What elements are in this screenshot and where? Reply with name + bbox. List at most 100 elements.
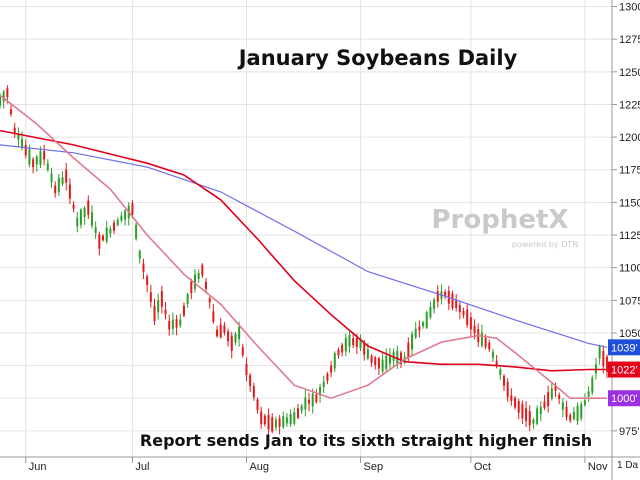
candle-body (57, 178, 60, 192)
candle-body (396, 350, 399, 364)
price-tag-box (608, 390, 640, 407)
candle-body (171, 319, 174, 329)
candle-body (208, 298, 211, 303)
candle-body (330, 365, 333, 373)
candle-body (418, 326, 421, 331)
candle-body (576, 405, 579, 421)
y-tick-label: 1225' (619, 99, 640, 111)
candle-body (10, 109, 13, 115)
candle-body (245, 363, 248, 376)
candle-body (510, 395, 513, 402)
candle-body (157, 300, 160, 313)
candle-body (72, 204, 75, 209)
moving-average-line-1 (0, 129, 607, 372)
candle-body (565, 406, 568, 417)
candle-body (263, 415, 266, 425)
candle-body (113, 222, 116, 231)
y-tick-label: 1200' (619, 132, 640, 144)
candle-body (39, 150, 42, 166)
x-tick-label: Jul (135, 461, 149, 473)
candle-body (444, 291, 447, 296)
candle-body (308, 399, 311, 404)
candle-body (87, 200, 90, 215)
candle-body (506, 381, 509, 398)
candle-body (605, 356, 609, 372)
candle-body (388, 355, 391, 364)
y-tick-label: 1250' (619, 67, 640, 79)
y-tick-label: 1300' (619, 2, 640, 14)
candle-body (532, 419, 535, 424)
candle-body (385, 355, 388, 370)
candle-body (168, 320, 171, 330)
candle-body (569, 415, 572, 421)
candle-body (352, 338, 355, 346)
candle-body (46, 163, 49, 170)
candle-body (260, 411, 263, 425)
candle-body (348, 334, 351, 347)
candle-body (422, 322, 425, 327)
y-tick-label: 1100' (619, 263, 640, 275)
x-tick-label: Oct (474, 461, 491, 473)
candle-body (35, 156, 38, 165)
candle-body (149, 292, 152, 302)
candle-body (271, 417, 274, 432)
y-tick-label: 1050' (619, 328, 640, 340)
candle-body (79, 209, 82, 225)
candle-body (495, 360, 498, 366)
candle-body (558, 394, 561, 399)
candle-body (50, 173, 53, 183)
chart-annotation: Report sends Jan to its sixth straight h… (140, 431, 592, 450)
candle-body (311, 393, 314, 407)
candle-body (304, 397, 307, 410)
candle-body (326, 373, 329, 381)
candle-body (469, 317, 472, 330)
candle-body (175, 319, 178, 328)
candle-body (315, 394, 318, 403)
candle-body (164, 309, 167, 315)
candle-body (105, 227, 108, 242)
candlesticks (0, 85, 609, 437)
candle-body (363, 342, 366, 355)
candle-body (370, 355, 373, 363)
candle-body (197, 272, 200, 279)
candle-body (399, 352, 402, 364)
candle-body (124, 210, 127, 220)
chart-title: January Soybeans Daily (237, 46, 518, 70)
candle-body (525, 408, 528, 422)
candle-body (227, 331, 230, 342)
candle-body (116, 219, 119, 226)
candle-body (580, 404, 583, 419)
x-tick-label: Jun (29, 461, 47, 473)
watermark-powered: powered by DTN (512, 240, 578, 249)
candle-body (278, 418, 281, 427)
candle-body (322, 381, 325, 388)
candle-body (598, 346, 601, 359)
candle-body (587, 391, 590, 397)
candle-body (300, 405, 303, 411)
candle-body (499, 369, 502, 376)
candle-body (153, 305, 156, 322)
candle-body (436, 291, 439, 302)
candle-body (411, 334, 414, 350)
candle-body (252, 386, 255, 398)
candle-body (319, 387, 322, 396)
candle-body (6, 88, 9, 98)
candle-body (146, 276, 149, 286)
price-tag-label: 1022' (611, 365, 638, 377)
candle-body (76, 217, 79, 227)
candle-body (24, 144, 27, 156)
candle-body (32, 159, 35, 168)
candle-body (407, 342, 410, 359)
candle-body (216, 329, 219, 337)
candle-body (451, 293, 454, 308)
candle-body (374, 357, 377, 366)
prophetx-logo: ProphetX powered by DTN (432, 205, 579, 249)
candle-body (539, 406, 542, 415)
candle-body (521, 404, 524, 419)
candle-body (186, 294, 189, 304)
candle-body (293, 411, 296, 424)
candle-body (514, 397, 517, 408)
candle-body (182, 305, 185, 316)
candle-body (289, 414, 292, 425)
candle-body (602, 350, 605, 366)
